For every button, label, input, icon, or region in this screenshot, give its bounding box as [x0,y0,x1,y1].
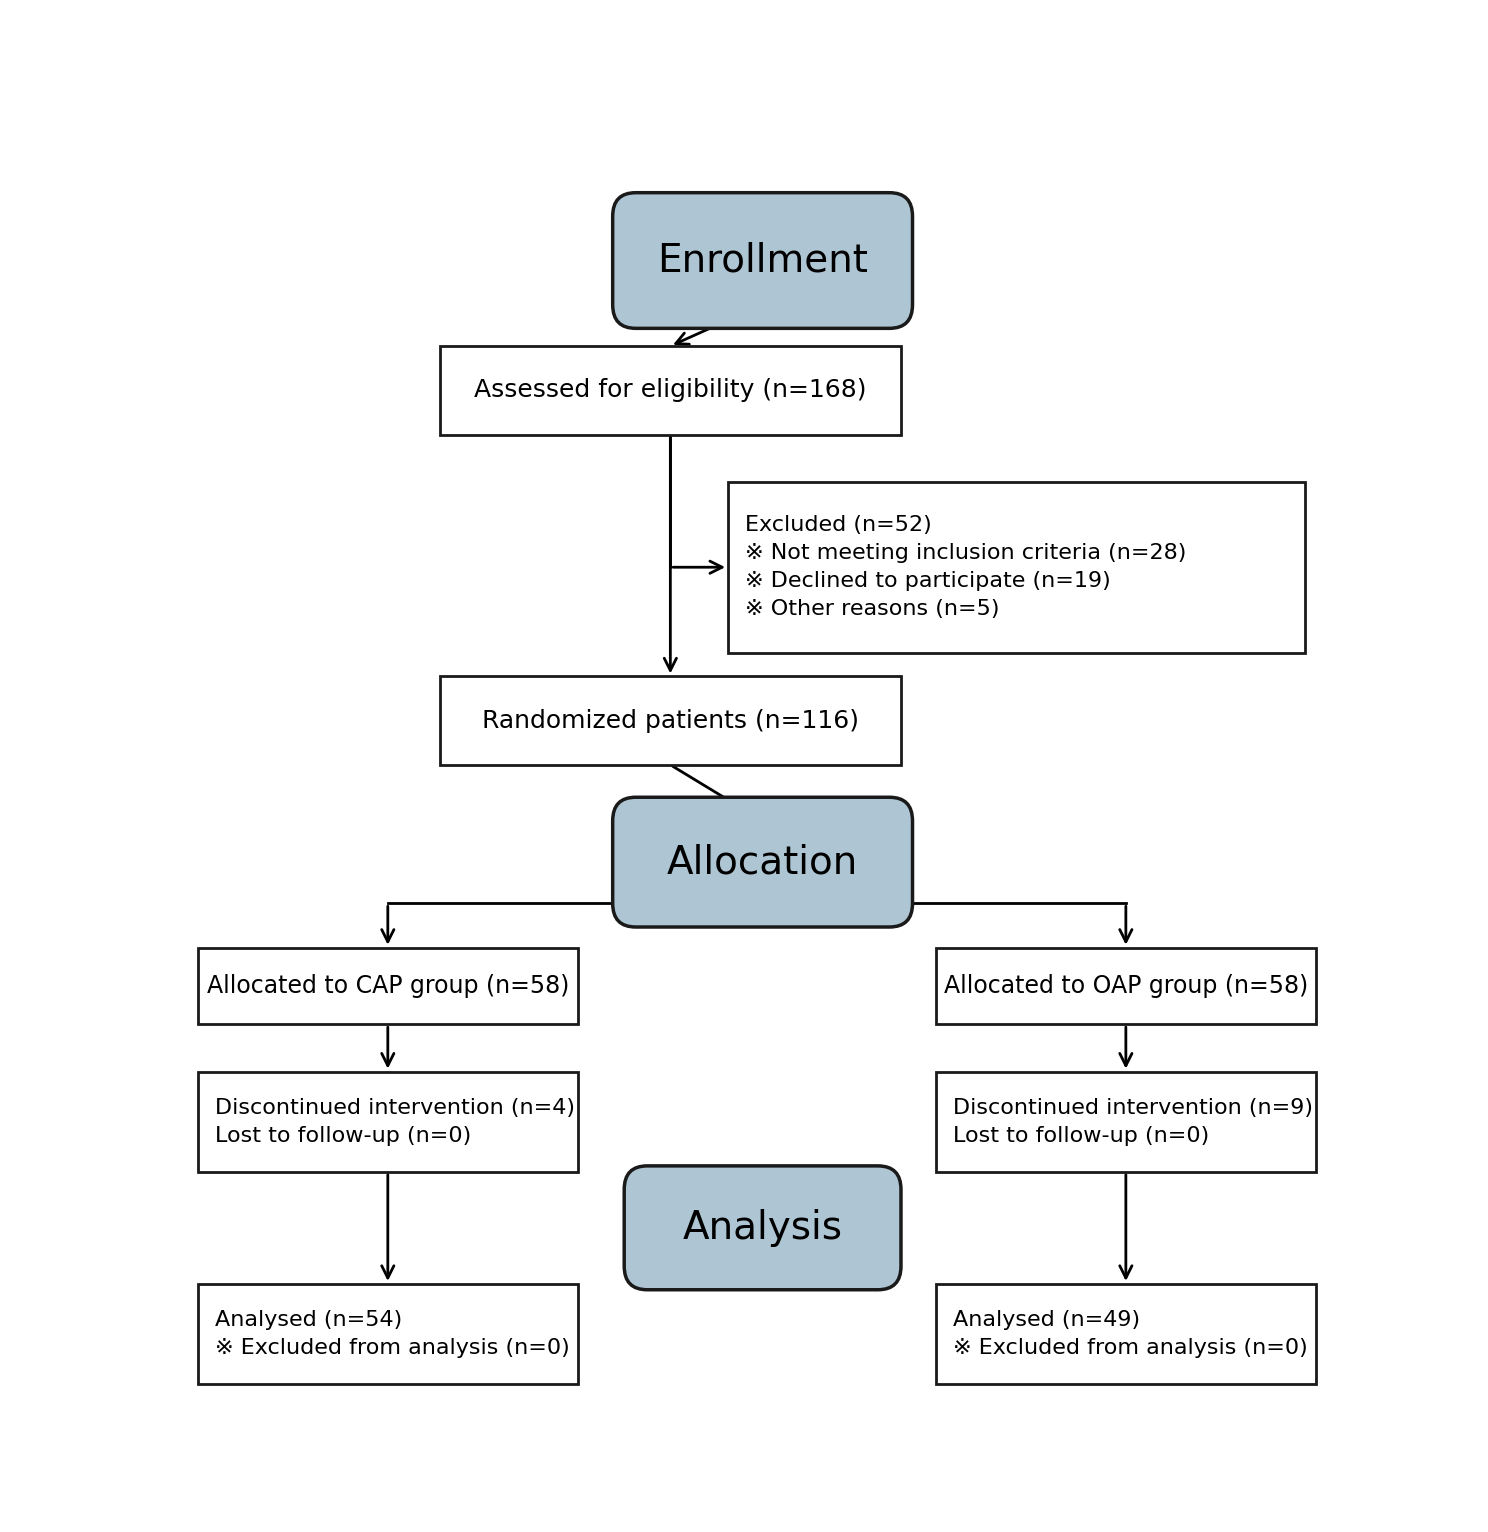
Text: Excluded (n=52)
※ Not meeting inclusion criteria (n=28)
※ Declined to participat: Excluded (n=52) ※ Not meeting inclusion … [745,515,1186,619]
Text: Allocated to CAP group (n=58): Allocated to CAP group (n=58) [207,974,568,997]
Text: Randomized patients (n=116): Randomized patients (n=116) [482,709,859,732]
FancyBboxPatch shape [440,676,902,764]
FancyBboxPatch shape [613,797,912,927]
Text: Analysed (n=49)
※ Excluded from analysis (n=0): Analysed (n=49) ※ Excluded from analysis… [952,1310,1308,1357]
Text: Allocated to OAP group (n=58): Allocated to OAP group (n=58) [943,974,1308,997]
FancyBboxPatch shape [936,1284,1317,1383]
FancyBboxPatch shape [625,1166,902,1290]
Text: Discontinued intervention (n=9)
Lost to follow-up (n=0): Discontinued intervention (n=9) Lost to … [952,1097,1312,1146]
FancyBboxPatch shape [198,1071,577,1172]
Text: Analysed (n=54)
※ Excluded from analysis (n=0): Analysed (n=54) ※ Excluded from analysis… [214,1310,570,1357]
FancyBboxPatch shape [936,948,1317,1025]
FancyBboxPatch shape [936,1071,1317,1172]
FancyBboxPatch shape [613,193,912,328]
FancyBboxPatch shape [728,481,1305,653]
Text: Discontinued intervention (n=4)
Lost to follow-up (n=0): Discontinued intervention (n=4) Lost to … [214,1097,574,1146]
FancyBboxPatch shape [198,948,577,1025]
FancyBboxPatch shape [198,1284,577,1383]
Text: Allocation: Allocation [667,843,859,881]
FancyBboxPatch shape [440,346,902,435]
Text: Analysis: Analysis [683,1209,842,1247]
Text: Assessed for eligibility (n=168): Assessed for eligibility (n=168) [475,378,866,403]
Text: Enrollment: Enrollment [658,242,868,279]
